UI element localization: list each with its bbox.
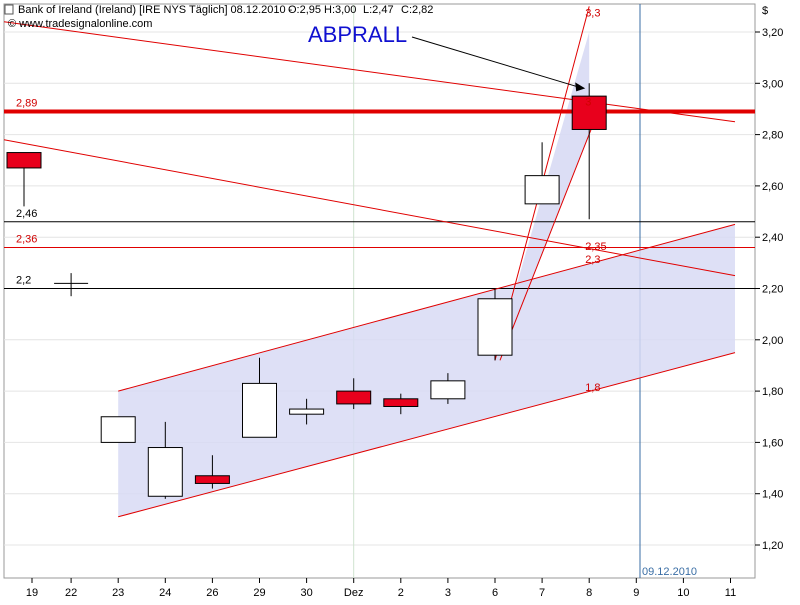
ohlc-low: L:2,47 — [363, 4, 394, 16]
annotation-arrowhead — [575, 82, 586, 92]
x-tick-label: 30 — [300, 587, 312, 599]
labels-layer: 2,89 2,46 2,36 2,2 3,3 2,352,3 1,8 3 — [16, 7, 607, 394]
candle-body — [430, 380, 466, 400]
annotation-arrow — [411, 36, 584, 89]
channel-layer — [118, 32, 735, 517]
y-tick-label: 1,20 — [762, 540, 783, 552]
x-tick-label: 9 — [633, 587, 639, 599]
level-label: 2,89 — [16, 98, 37, 110]
trendline-label: 3 — [585, 97, 591, 109]
ohlc-high: H:3,00 — [324, 4, 356, 16]
y-tick-label: 2,00 — [762, 335, 783, 347]
horizontal-lines-layer — [4, 109, 755, 289]
downtrend-lower-line — [3, 139, 736, 277]
level-label: 2,2 — [16, 275, 31, 287]
x-tick-label: 7 — [539, 587, 545, 599]
chart-title: Bank of Ireland (Ireland) [IRE NYS Tägli… — [18, 4, 293, 16]
trendline-label: 3,3 — [585, 7, 600, 19]
x-tick-label: 29 — [253, 587, 265, 599]
x-tick-label: 19 — [26, 587, 38, 599]
candle-body — [147, 447, 183, 497]
site-credit: © www.tradesignalonline.com — [8, 18, 152, 30]
axis-layer: 1,20 1,40 1,60 1,80 2,00 2,20 2,40 2,60 2,80 3,00… — [26, 27, 784, 599]
x-tick-label: 3 — [445, 587, 451, 599]
x-tick-label: 8 — [586, 587, 592, 599]
candles-layer — [6, 83, 607, 499]
y-tick-label: 1,40 — [762, 489, 783, 501]
y-tick-label: 3,00 — [762, 78, 783, 90]
candle-body — [194, 475, 230, 484]
trendline-label: 2,3 — [585, 254, 600, 266]
candle-body — [336, 390, 372, 405]
x-tick-label: 23 — [112, 587, 124, 599]
candle-body — [477, 298, 513, 356]
downtrend-upper-line — [3, 21, 736, 123]
x-tick-label: 22 — [65, 587, 77, 599]
y-tick-label: 2,60 — [762, 181, 783, 193]
x-tick-label: 2 — [398, 587, 404, 599]
collapse-icon[interactable] — [4, 4, 14, 15]
x-tick-label: 6 — [492, 587, 498, 599]
trendlines-layer — [3, 6, 736, 518]
y-tick-label: 2,80 — [762, 130, 783, 142]
steep-channel-right-line — [499, 98, 604, 361]
candle-body — [6, 152, 42, 169]
level-label: 2,36 — [16, 233, 37, 245]
candle-body — [242, 382, 277, 438]
ohlc-close: C:2,82 — [401, 4, 433, 16]
candle-body — [524, 175, 560, 205]
steep-channel-fill — [495, 32, 590, 361]
y-tick-label: 2,40 — [762, 232, 783, 244]
channel-upper-line — [118, 223, 736, 392]
x-tick-label: 10 — [677, 587, 689, 599]
channel-lower-line — [118, 352, 736, 518]
y-tick-label: 2,20 — [762, 284, 783, 296]
ohlc-open: O:2,95 — [288, 4, 321, 16]
x-tick-label: 11 — [725, 587, 736, 599]
plot-frame — [3, 3, 756, 579]
date-marker: 09.12.2010 — [642, 566, 697, 578]
candle-body — [100, 416, 136, 443]
candle-body — [571, 95, 607, 130]
y-tick-label: 1,60 — [762, 437, 783, 449]
candle-body — [289, 408, 325, 415]
annotation-abprall: ABPRALL — [308, 22, 407, 47]
x-tick-label: Dez — [344, 587, 364, 599]
x-tick-label: 26 — [206, 587, 218, 599]
trendline-label: 1,8 — [585, 382, 600, 394]
y-tick-label: 3,20 — [762, 27, 783, 39]
x-tick-label: 24 — [159, 587, 171, 599]
rising-channel-fill — [118, 224, 735, 517]
chart-header: Bank of Ireland (Ireland) [IRE NYS Tägli… — [4, 4, 768, 30]
candle-body — [383, 398, 419, 407]
level-label: 2,46 — [16, 208, 37, 220]
currency-label: $ — [762, 5, 768, 17]
trendline-label: 2,35 — [585, 241, 606, 253]
y-tick-label: 1,80 — [762, 386, 783, 398]
